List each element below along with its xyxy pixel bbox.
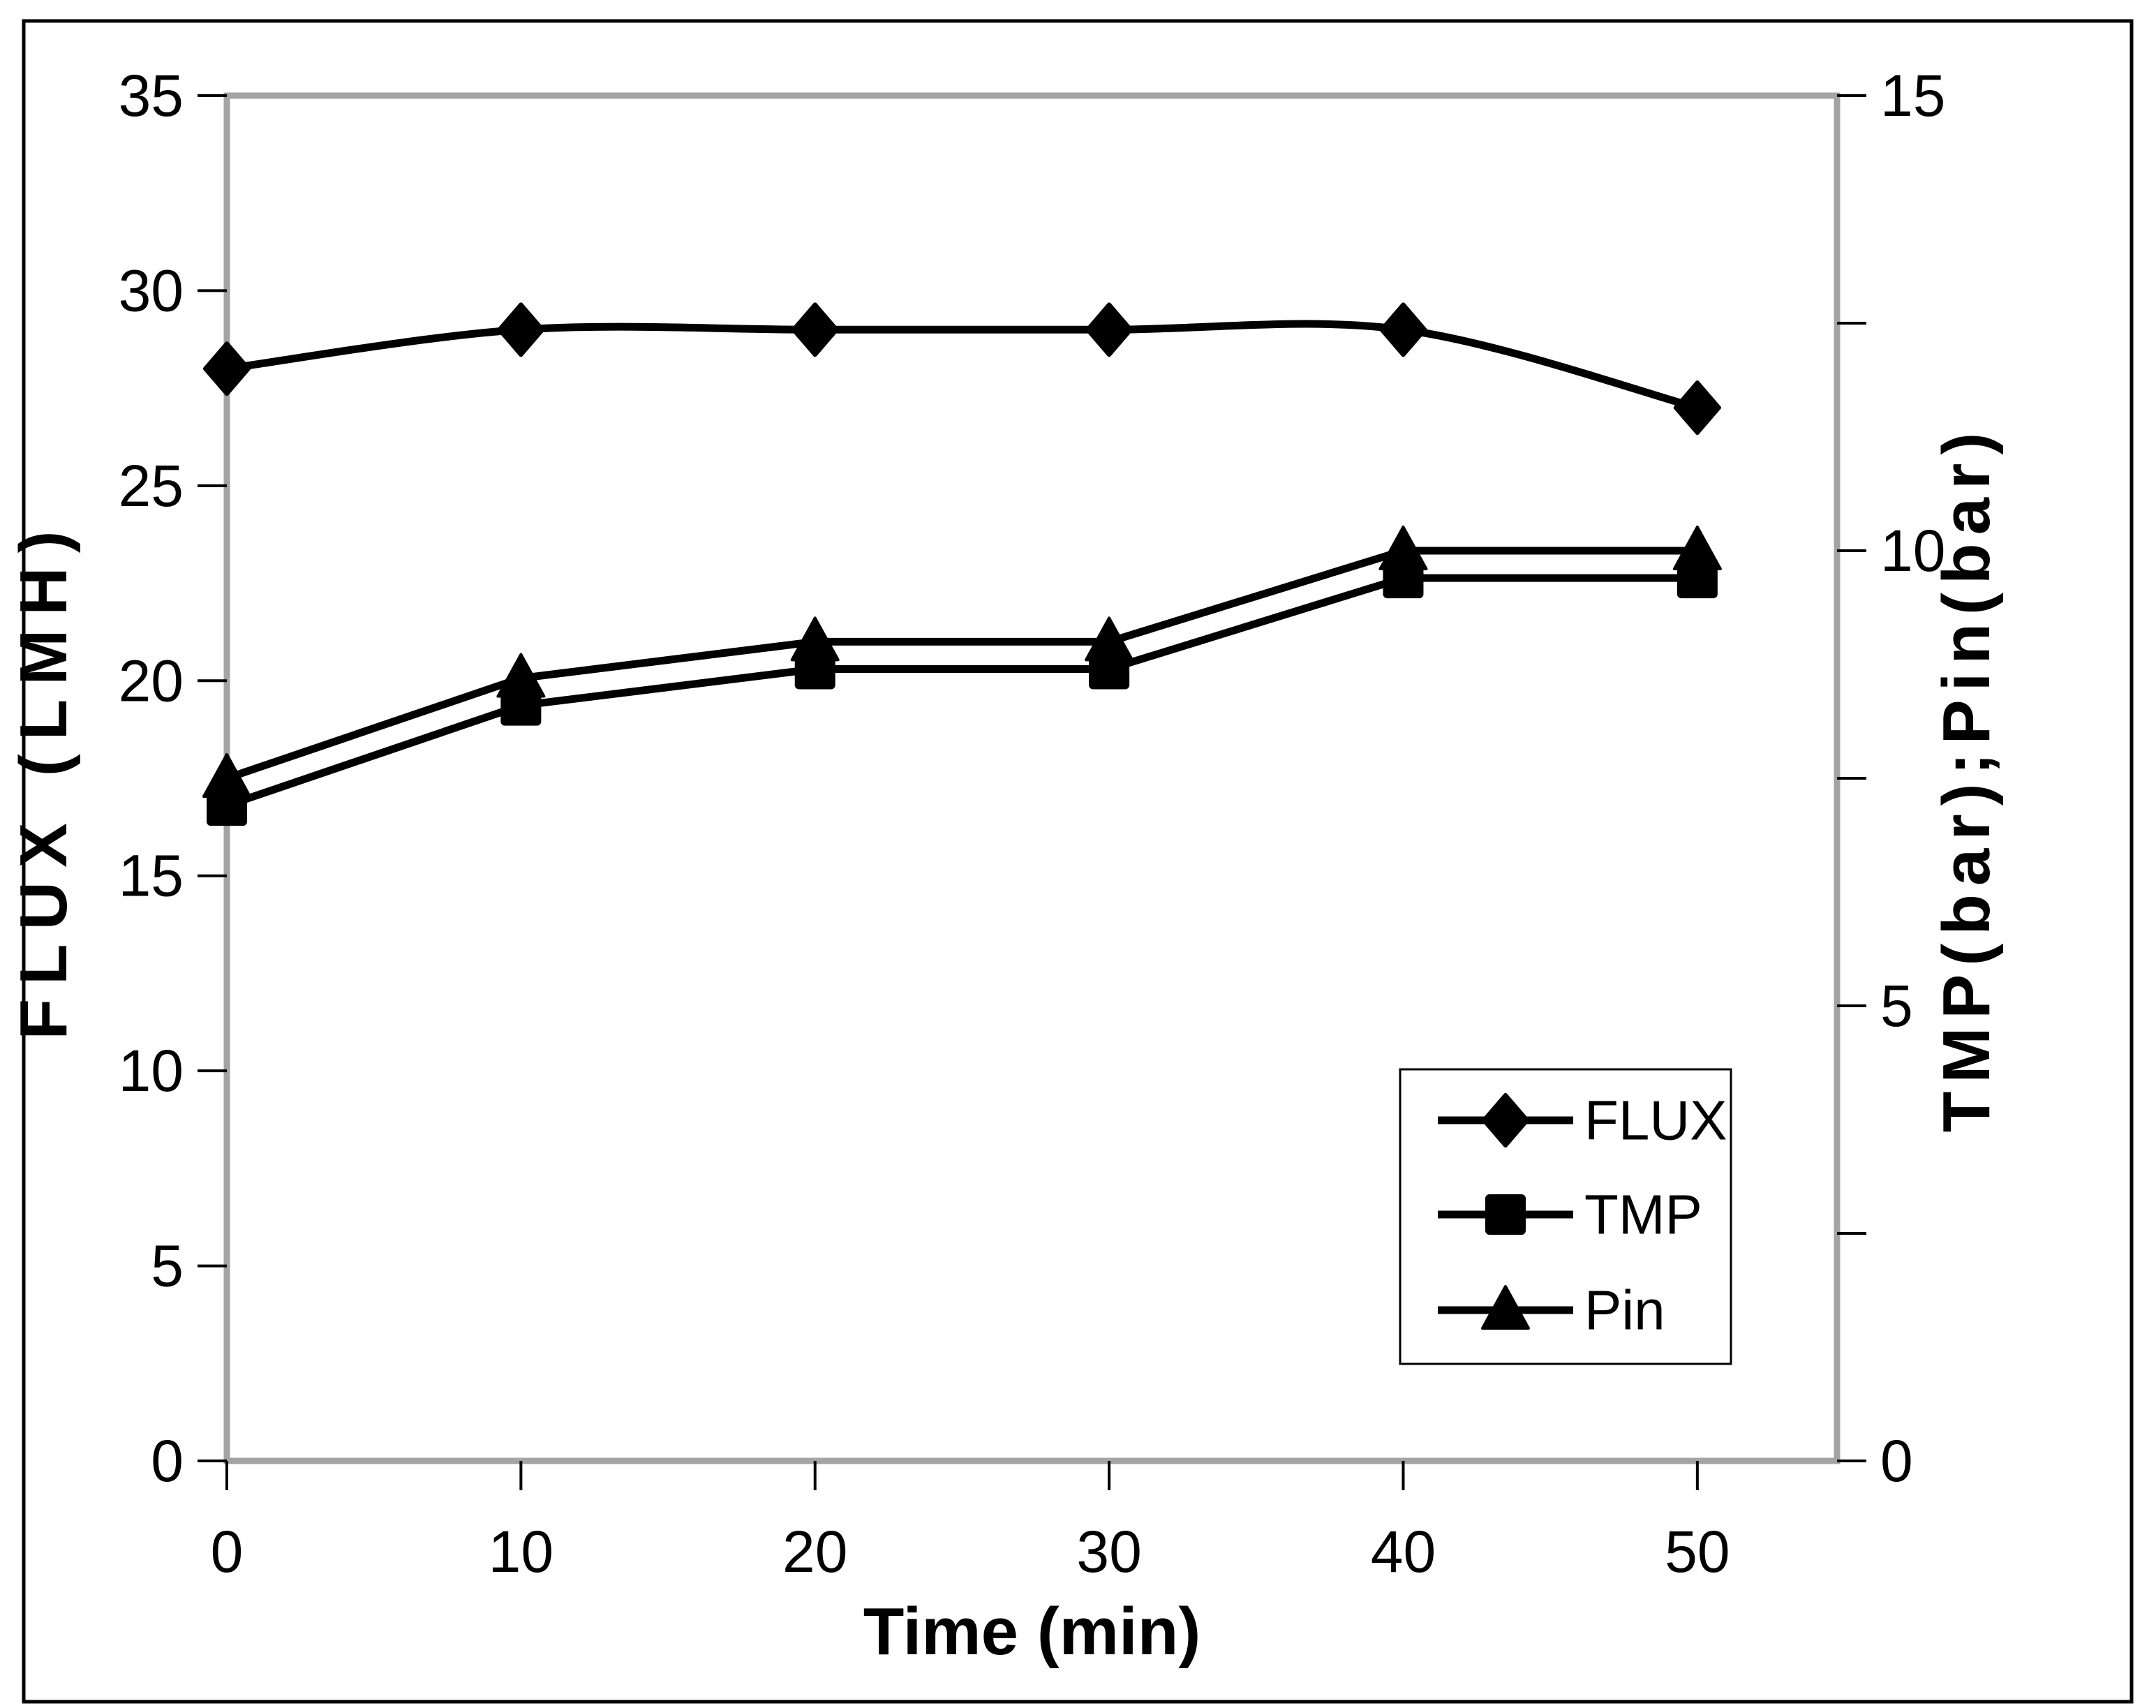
legend-flux-label: FLUX [1584,1090,1727,1152]
y-left-tick-label: 25 [119,453,184,519]
legend-pin-marker [1481,1285,1530,1330]
flux-line [226,320,1699,412]
y-right-axis-title: TMP(bar);Pin(bar) [1929,424,2004,1133]
flux-marker [1673,380,1721,436]
y-left-tick-label: 10 [119,1038,184,1104]
y-left-tick-label: 5 [151,1233,184,1299]
pin-marker [1378,526,1428,570]
x-tick-label: 30 [1076,1519,1141,1584]
y-left-axis-title: FLUX (LMH) [6,517,81,1039]
y-left-tick-label: 30 [119,258,184,323]
x-tick-label: 40 [1371,1519,1436,1584]
y-right-tick-label: 0 [1880,1428,1913,1494]
x-tick-label: 20 [782,1519,847,1584]
flux-marker [497,302,545,357]
x-tick-label: 50 [1665,1519,1730,1584]
y-right-tick-label: 10 [1880,518,1945,584]
pin-marker [1672,526,1722,570]
figure-border [22,19,2134,1704]
y-left-tick-label: 20 [119,648,184,713]
x-tick-label: 0 [211,1519,244,1584]
legend-pin-label: Pin [1584,1279,1665,1342]
pin-marker [496,653,546,698]
pin-marker [1085,616,1134,662]
flux-marker [1085,302,1133,357]
pin-line [225,547,1697,782]
y-right-tick-label: 15 [1880,63,1945,128]
y-left-tick-label: 35 [119,63,184,128]
y-left-tick-label: 0 [151,1428,184,1494]
flux-marker [203,341,251,396]
y-left-tick-label: 15 [119,843,184,909]
x-axis-title: Time (min) [863,1594,1201,1669]
pin-marker [790,616,840,662]
y-right-tick-label: 5 [1880,973,1913,1039]
tmp-line [225,574,1697,810]
pin-marker [202,753,251,798]
legend-tmp-marker [1485,1194,1526,1235]
legend-tmp-label: TMP [1584,1184,1702,1246]
flux-marker [1379,302,1427,357]
legend-flux-marker [1482,1093,1529,1148]
x-tick-label: 10 [489,1519,553,1584]
flux-marker [791,302,839,357]
